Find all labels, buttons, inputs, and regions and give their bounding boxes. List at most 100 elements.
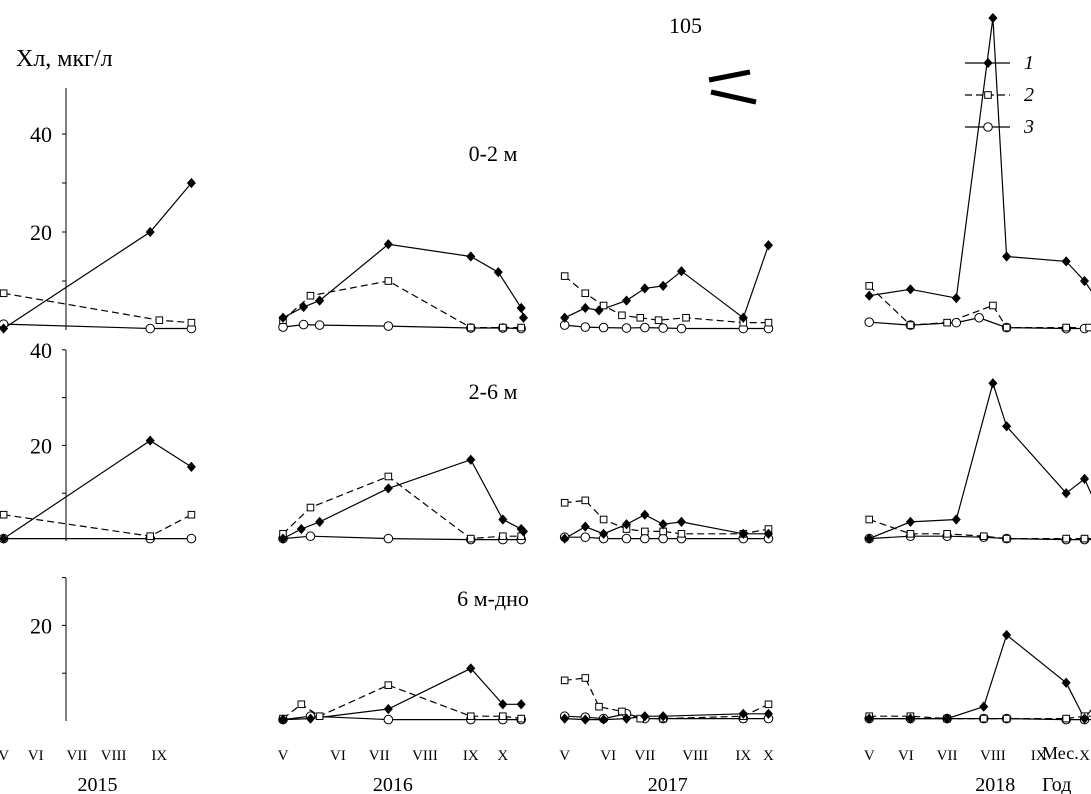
month-tick-label: V xyxy=(0,748,9,764)
legend-item-2: 2 xyxy=(965,84,1034,106)
y-tick-label: 20 xyxy=(30,613,52,638)
month-tick-label: X xyxy=(763,748,774,764)
series-2-point xyxy=(499,712,507,721)
series-1-point xyxy=(466,454,476,465)
year-label: 2017 xyxy=(648,774,688,794)
series-2-line xyxy=(3,275,1091,329)
series-2-point xyxy=(979,714,988,723)
series-1-point xyxy=(1002,251,1012,262)
series-2-point xyxy=(560,272,569,280)
series-1-point xyxy=(658,280,668,292)
axis-break-mark xyxy=(710,89,757,105)
series-1-point xyxy=(951,293,961,304)
month-tick-label: VI xyxy=(898,748,914,764)
month-tick-label: VI xyxy=(330,748,346,764)
series-2-point xyxy=(906,530,915,538)
series-3-segment xyxy=(282,535,522,541)
series-1-markers xyxy=(0,378,1090,544)
series-1-point xyxy=(383,239,393,250)
series-3-point xyxy=(383,533,394,544)
series-2-point xyxy=(581,674,590,682)
series-1-point xyxy=(278,312,288,323)
y-axis-label: Хл, мкг/л xyxy=(16,46,113,72)
series-1-segment xyxy=(282,243,525,319)
series-1-point xyxy=(621,295,632,306)
month-tick-label: VI xyxy=(600,748,616,764)
series-1-segment xyxy=(869,17,1091,299)
legend-swatch-marker xyxy=(983,57,993,69)
series-1-point xyxy=(599,714,609,725)
series-2-markers xyxy=(279,674,1089,723)
series-1-point xyxy=(305,713,316,724)
series-1-line xyxy=(282,633,1091,721)
series-1-point xyxy=(518,312,528,323)
series-1-point xyxy=(658,519,668,530)
series-1-point xyxy=(979,701,989,712)
series-2-point xyxy=(187,510,196,519)
series-2-point xyxy=(943,318,951,327)
series-3-point xyxy=(974,312,984,323)
series-2-point xyxy=(581,496,590,505)
series-2-point xyxy=(677,530,686,538)
series-2-point xyxy=(306,291,315,300)
series-2-point xyxy=(466,323,475,332)
series-1-point xyxy=(299,301,309,313)
series-2-point xyxy=(384,472,393,481)
series-3-point xyxy=(640,322,650,333)
series-1-point xyxy=(988,378,998,389)
series-2-point xyxy=(466,712,475,721)
series-2-point xyxy=(384,277,393,285)
series-1-point xyxy=(1061,256,1071,267)
series-1-point xyxy=(580,714,590,725)
month-axis-label: Мес. xyxy=(1042,743,1079,763)
series-1-line xyxy=(3,381,1091,540)
month-tick-label: VIII xyxy=(412,748,438,764)
series-3-point xyxy=(305,531,316,542)
series-3-line xyxy=(3,535,1091,541)
series-3-line xyxy=(3,317,1091,330)
series-1-point xyxy=(621,713,632,724)
series-2-point xyxy=(384,681,393,689)
year-label: 2018 xyxy=(975,774,1015,794)
series-2-point xyxy=(0,510,8,519)
series-2-point xyxy=(764,318,773,327)
series-1-point xyxy=(145,226,155,238)
series-1-point xyxy=(498,514,508,525)
series-2-point xyxy=(517,714,525,723)
panel-depth-label: 0-2 м xyxy=(469,141,518,166)
series-1-point xyxy=(580,302,590,314)
series-2-point xyxy=(499,323,507,332)
panels: 20 40 0-2 м 20 40 2-6 м 20 6 м-дно xyxy=(0,12,1091,725)
series-1-point xyxy=(493,267,503,278)
month-tick-label: VII xyxy=(66,748,87,764)
legend-label: 3 xyxy=(1023,116,1034,138)
panel-depth-label: 6 м-дно xyxy=(457,586,529,611)
series-3-point xyxy=(383,321,394,331)
panel-2: 20 40 2-6 м xyxy=(0,338,1091,545)
series-3-point xyxy=(658,533,668,544)
series-2-segment xyxy=(3,292,192,324)
series-1-point xyxy=(763,528,774,539)
series-3-point xyxy=(298,319,309,330)
series-3-point xyxy=(951,317,962,328)
series-1-point xyxy=(186,461,196,473)
month-tick-label: VIII xyxy=(980,748,1006,764)
series-2-point xyxy=(1062,534,1070,543)
legend-item-1: 1 xyxy=(965,52,1034,74)
series-2-point xyxy=(297,700,306,709)
series-1-point xyxy=(1079,275,1090,287)
month-tick-labels: V VI VII VIII IX V VI VII VIII IX X V VI VII VIII IX X V V… xyxy=(0,748,1090,764)
series-3-point xyxy=(145,323,155,334)
series-1-point xyxy=(763,240,774,251)
series-1-point xyxy=(599,528,609,539)
series-2-point xyxy=(865,515,874,524)
y-tick-label: 20 xyxy=(30,433,52,458)
series-2-point xyxy=(682,313,690,322)
series-2-point xyxy=(1002,534,1011,543)
series-1-point xyxy=(676,516,686,527)
series-2-point xyxy=(517,323,525,332)
series-1-point xyxy=(1002,629,1012,641)
series-2-point xyxy=(1080,534,1089,543)
series-2-point xyxy=(618,311,626,320)
